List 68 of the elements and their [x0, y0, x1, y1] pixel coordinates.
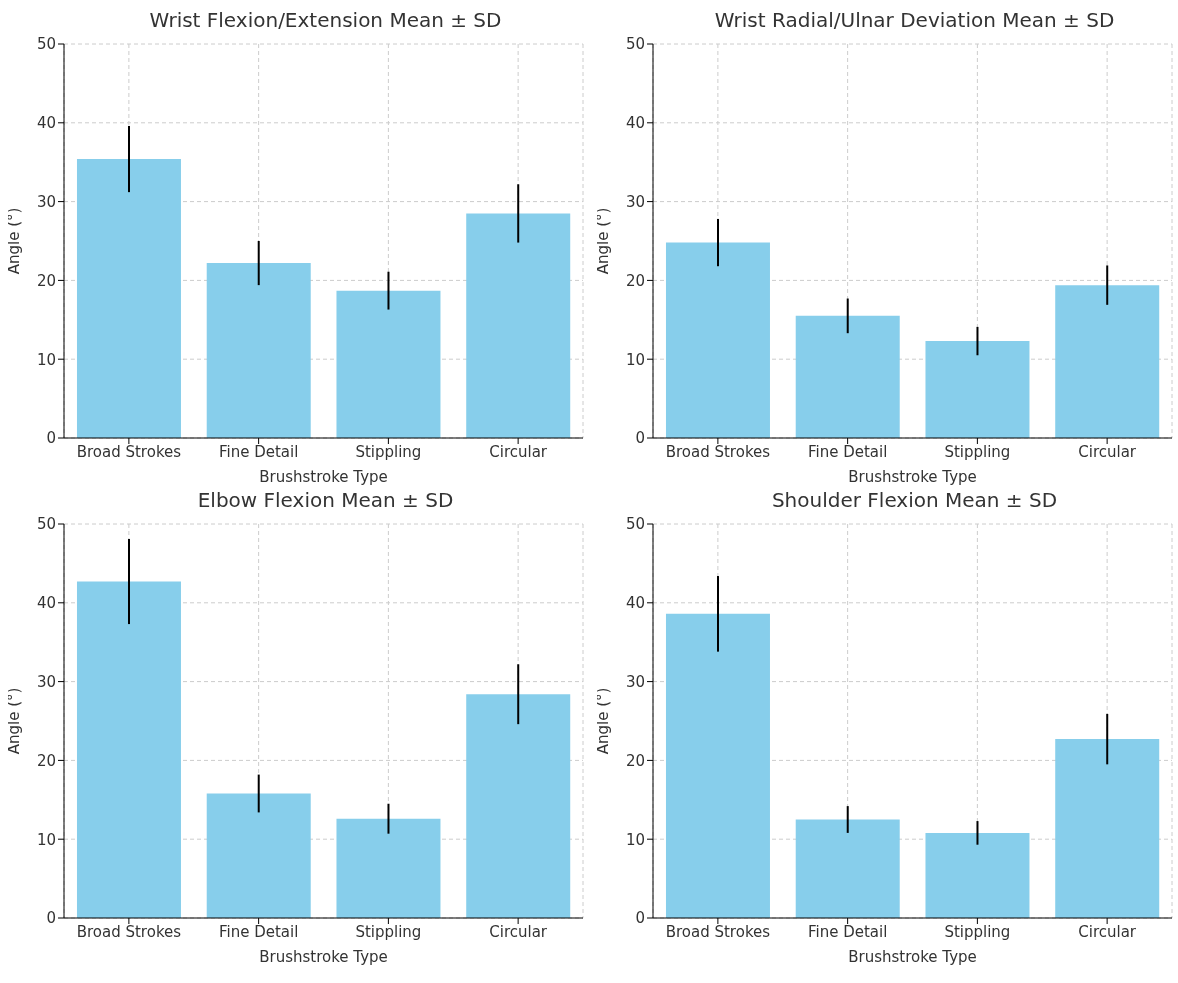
x-tick-label: Stippling [944, 442, 1011, 461]
y-tick-label: 10 [36, 830, 56, 849]
y-tick-label: 50 [36, 515, 56, 534]
x-tick-label: Circular [489, 922, 548, 941]
x-tick-label: Fine Detail [218, 922, 299, 941]
bar [336, 290, 441, 438]
x-tick-label: Stippling [355, 922, 422, 941]
bar [665, 613, 770, 918]
y-tick-label: 40 [625, 594, 645, 613]
bar [1055, 285, 1160, 438]
x-tick-label: Fine Detail [807, 442, 888, 461]
y-tick-label: 0 [46, 909, 56, 928]
bar [795, 819, 900, 918]
y-tick-label: 0 [635, 909, 645, 928]
x-tick-label: Circular [489, 442, 548, 461]
chart-title: Shoulder Flexion Mean ± SD [770, 488, 1059, 514]
x-tick-label: Fine Detail [218, 442, 299, 461]
bar [466, 694, 571, 918]
chart-title: Elbow Flexion Mean ± SD [196, 488, 455, 514]
y-tick-label: 30 [36, 672, 56, 691]
bar [76, 581, 181, 918]
bar [76, 159, 181, 438]
bar [1055, 739, 1160, 918]
bar [466, 213, 571, 438]
y-axis-title: Angle (°) [594, 687, 613, 755]
x-axis-title: Brushstroke Type [259, 948, 388, 966]
chart-title: Wrist Radial/Ulnar Deviation Mean ± SD [713, 8, 1116, 34]
bar [336, 818, 441, 918]
bar [665, 242, 770, 438]
x-axis-title: Brushstroke Type [848, 468, 977, 486]
bar [795, 315, 900, 438]
bar [925, 341, 1030, 438]
y-axis-title: Angle (°) [5, 207, 24, 275]
x-tick-label: Stippling [355, 442, 422, 461]
y-tick-label: 50 [625, 515, 645, 534]
y-tick-label: 10 [625, 830, 645, 849]
x-tick-label: Broad Strokes [665, 442, 771, 461]
x-tick-label: Fine Detail [807, 922, 888, 941]
y-tick-label: 30 [36, 192, 56, 211]
x-tick-label: Broad Strokes [76, 442, 182, 461]
bar [206, 793, 311, 918]
y-tick-label: 30 [625, 672, 645, 691]
x-tick-label: Circular [1078, 922, 1137, 941]
y-tick-label: 0 [635, 429, 645, 448]
y-tick-label: 20 [36, 271, 56, 290]
y-tick-label: 50 [625, 35, 645, 54]
x-tick-label: Broad Strokes [76, 922, 182, 941]
y-tick-label: 30 [625, 192, 645, 211]
y-tick-label: 20 [36, 751, 56, 770]
y-tick-label: 20 [625, 751, 645, 770]
x-axis-title: Brushstroke Type [259, 468, 388, 486]
y-axis-title: Angle (°) [5, 687, 24, 755]
y-axis-title: Angle (°) [594, 207, 613, 275]
y-tick-label: 40 [625, 114, 645, 133]
x-tick-label: Broad Strokes [665, 922, 771, 941]
y-tick-label: 40 [36, 594, 56, 613]
x-axis-title: Brushstroke Type [848, 948, 977, 966]
y-tick-label: 0 [46, 429, 56, 448]
x-tick-label: Stippling [944, 922, 1011, 941]
bar [925, 832, 1030, 918]
y-tick-label: 50 [36, 35, 56, 54]
x-tick-label: Circular [1078, 442, 1137, 461]
y-tick-label: 40 [36, 114, 56, 133]
y-tick-label: 10 [625, 350, 645, 369]
chart-title: Wrist Flexion/Extension Mean ± SD [148, 8, 503, 34]
y-tick-label: 20 [625, 271, 645, 290]
bar [206, 263, 311, 438]
y-tick-label: 10 [36, 350, 56, 369]
